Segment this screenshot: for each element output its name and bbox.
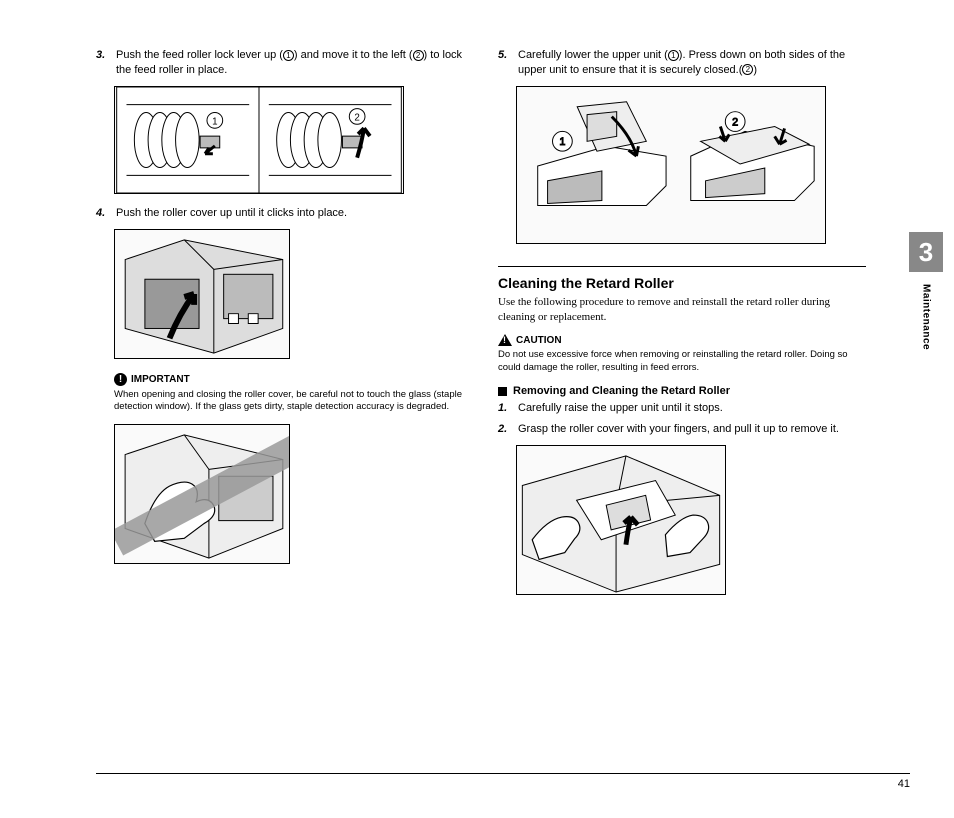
fig-label-2: 2 (354, 112, 359, 123)
circled-2-icon: 2 (413, 50, 424, 61)
callout-header: CAUTION (498, 334, 866, 346)
sub-step-2: 2. Grasp the roller cover with your fing… (498, 422, 866, 437)
side-tab: 3 Maintenance (906, 232, 946, 350)
svg-text:1: 1 (559, 136, 565, 148)
subsection-title: Removing and Cleaning the Retard Roller (513, 385, 730, 397)
caution-icon (498, 334, 512, 346)
section-divider (498, 266, 866, 267)
svg-text:2: 2 (732, 116, 738, 128)
callout-label: CAUTION (516, 335, 562, 346)
section-title: Cleaning the Retard Roller (498, 275, 866, 291)
circled-2-icon: 2 (742, 64, 753, 75)
page-content: 3. Push the feed roller lock lever up (1… (96, 48, 866, 748)
step-number: 1. (498, 401, 512, 416)
figure-feed-roller-lock: 1 2 (114, 86, 404, 194)
subsection-heading: Removing and Cleaning the Retard Roller (498, 385, 866, 397)
step-number: 5. (498, 48, 512, 78)
step-number: 4. (96, 206, 110, 221)
section-intro: Use the following procedure to remove an… (498, 295, 866, 325)
chapter-number: 3 (909, 232, 943, 272)
page-footer: 41 (96, 773, 910, 790)
chapter-label: Maintenance (921, 284, 932, 350)
step-number: 3. (96, 48, 110, 78)
important-callout: ! IMPORTANT When opening and closing the… (114, 373, 464, 415)
callout-label: IMPORTANT (131, 374, 190, 385)
square-bullet-icon (498, 387, 507, 396)
callout-body: When opening and closing the roller cove… (114, 389, 464, 415)
sub-step-1: 1. Carefully raise the upper unit until … (498, 401, 866, 416)
figure-pull-roller-cover (516, 445, 726, 595)
figure-roller-cover-up (114, 229, 290, 359)
callout-body: Do not use excessive force when removing… (498, 349, 866, 375)
step-5: 5. Carefully lower the upper unit (1). P… (498, 48, 866, 78)
circled-1-icon: 1 (283, 50, 294, 61)
caution-callout: CAUTION Do not use excessive force when … (498, 334, 866, 375)
step-number: 2. (498, 422, 512, 437)
step-text: Push the feed roller lock lever up (1) a… (116, 48, 464, 78)
step-4: 4. Push the roller cover up until it cli… (96, 206, 464, 221)
right-column: 5. Carefully lower the upper unit (1). P… (498, 48, 866, 748)
figure-glass-caution (114, 424, 290, 564)
step-text: Carefully raise the upper unit until it … (518, 401, 866, 416)
left-column: 3. Push the feed roller lock lever up (1… (96, 48, 464, 748)
fig-label-1: 1 (212, 116, 217, 127)
step-text: Carefully lower the upper unit (1). Pres… (518, 48, 866, 78)
circled-1-icon: 1 (668, 50, 679, 61)
callout-header: ! IMPORTANT (114, 373, 464, 386)
important-icon: ! (114, 373, 127, 386)
step-text: Push the roller cover up until it clicks… (116, 206, 464, 221)
step-text: Grasp the roller cover with your fingers… (518, 422, 866, 437)
step-3: 3. Push the feed roller lock lever up (1… (96, 48, 464, 78)
figure-lower-upper-unit: 1 2 (516, 86, 826, 244)
page-number: 41 (898, 778, 910, 790)
